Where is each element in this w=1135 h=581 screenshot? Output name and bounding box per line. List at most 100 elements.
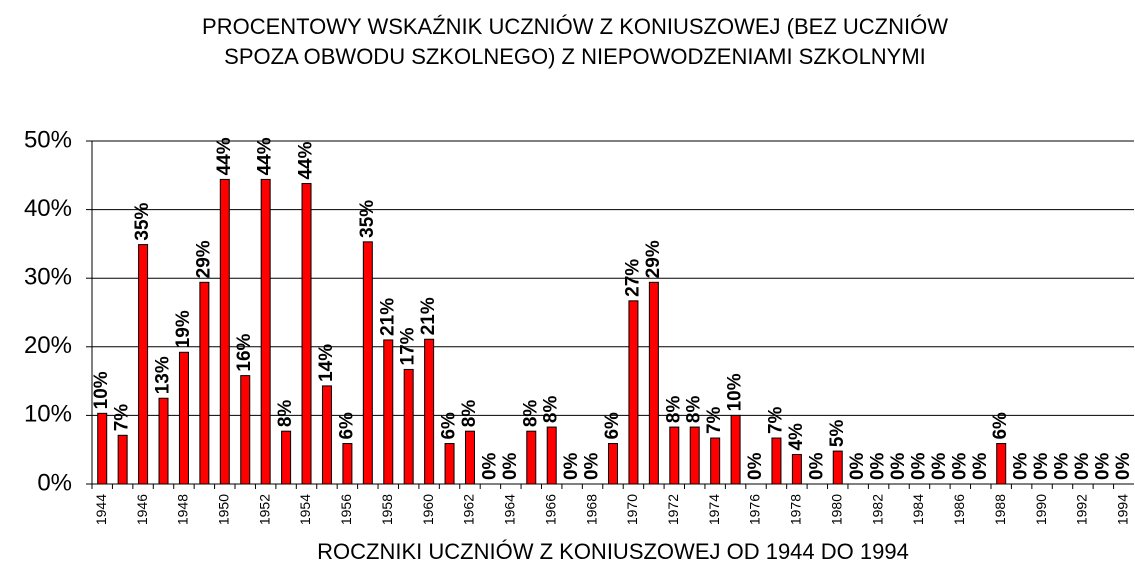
x-tick-label: 1956	[338, 494, 354, 525]
data-label: 10%	[725, 373, 746, 411]
data-label: 44%	[296, 141, 317, 179]
data-label: 35%	[132, 202, 153, 240]
x-tick-label: 1958	[379, 494, 395, 525]
y-tick-label: 20%	[24, 332, 72, 359]
data-label: 8%	[684, 395, 705, 423]
data-label: 0%	[908, 452, 929, 480]
x-tick-label: 1970	[624, 494, 640, 525]
x-tick-label: 1984	[910, 494, 926, 525]
x-tick-label: 1944	[93, 494, 109, 525]
x-tick-label: 1948	[175, 494, 191, 525]
data-label: 0%	[970, 452, 991, 480]
data-label: 19%	[173, 310, 194, 348]
data-label: 8%	[520, 400, 541, 428]
data-label: 6%	[990, 412, 1011, 440]
bar	[240, 375, 251, 485]
bar	[832, 450, 843, 485]
data-label: 0%	[929, 452, 950, 480]
data-label: 10%	[91, 371, 112, 409]
x-tick-label: 1976	[747, 494, 763, 525]
data-label: 0%	[582, 452, 603, 480]
data-label: 6%	[439, 412, 460, 440]
bar	[648, 281, 659, 485]
data-label: 29%	[193, 240, 214, 278]
data-label: 5%	[827, 420, 848, 448]
x-tick-label: 1974	[706, 494, 722, 525]
data-label: 0%	[1031, 452, 1052, 480]
bar	[178, 351, 189, 485]
x-tick-label: 1950	[216, 494, 232, 525]
data-label: 6%	[602, 412, 623, 440]
bar	[424, 338, 435, 485]
bar	[464, 430, 475, 485]
bar	[117, 434, 128, 485]
data-label: 0%	[500, 452, 521, 480]
data-label: 29%	[643, 240, 664, 278]
bar	[771, 437, 782, 485]
x-tick-label: 1992	[1074, 494, 1090, 525]
data-label: 0%	[745, 452, 766, 480]
x-tick-label: 1988	[992, 494, 1008, 525]
data-label: 7%	[765, 406, 786, 434]
bar	[138, 244, 149, 485]
bar	[362, 241, 373, 485]
x-tick-label: 1980	[828, 494, 844, 525]
data-label: 35%	[357, 200, 378, 238]
data-label: 8%	[541, 395, 562, 423]
bar	[342, 443, 353, 485]
bar	[403, 368, 414, 485]
data-label: 44%	[214, 137, 235, 175]
bar	[628, 300, 639, 485]
chart-title: PROCENTOWY WSKAŹNIK UCZNIÓW Z KONIUSZOWE…	[202, 14, 948, 39]
bar	[689, 426, 700, 485]
data-label: 13%	[153, 356, 174, 394]
data-label: 6%	[336, 412, 357, 440]
data-label: 0%	[479, 452, 500, 480]
x-tick-label: 1968	[583, 494, 599, 525]
bar	[97, 412, 108, 485]
data-label: 16%	[234, 333, 255, 371]
bar	[710, 437, 721, 485]
data-label: 0%	[888, 452, 909, 480]
x-tick-label: 1982	[869, 494, 885, 525]
bar	[219, 178, 230, 485]
data-label: 0%	[806, 452, 827, 480]
bar	[383, 339, 394, 485]
x-tick-label: 1962	[461, 494, 477, 525]
data-label: 7%	[112, 404, 133, 432]
y-tick-label: 10%	[24, 401, 72, 428]
data-label: 27%	[622, 259, 643, 297]
bar	[996, 443, 1007, 485]
bar	[301, 183, 312, 485]
data-label: 0%	[1072, 452, 1093, 480]
x-tick-label: 1990	[1033, 494, 1049, 525]
x-axis-label: ROCZNIKI UCZNIÓW Z KONIUSZOWEJ OD 1944 D…	[317, 539, 909, 564]
x-tick-label: 1966	[542, 494, 558, 525]
y-tick-label: 40%	[24, 195, 72, 222]
data-label: 4%	[786, 423, 807, 451]
data-label: 21%	[418, 297, 439, 335]
data-label: 7%	[704, 406, 725, 434]
data-label: 0%	[847, 452, 868, 480]
data-label: 0%	[1113, 452, 1134, 480]
x-tick-label: 1960	[420, 494, 436, 525]
bar	[281, 430, 292, 485]
bar	[546, 426, 557, 485]
bar	[730, 414, 741, 485]
y-tick-label: 50%	[24, 126, 72, 153]
bar	[199, 281, 210, 485]
x-tick-label: 1972	[665, 494, 681, 525]
bar	[444, 443, 455, 485]
data-label: 8%	[663, 395, 684, 423]
x-tick-label: 1964	[502, 494, 518, 525]
x-tick-label: 1994	[1114, 494, 1130, 525]
data-label: 0%	[1011, 452, 1032, 480]
bar	[526, 430, 537, 485]
data-label: 0%	[868, 452, 889, 480]
x-tick-label: 1946	[134, 494, 150, 525]
y-tick-label: 30%	[24, 264, 72, 291]
data-label: 0%	[1052, 452, 1073, 480]
x-tick-label: 1954	[297, 494, 313, 525]
data-label: 8%	[459, 400, 480, 428]
